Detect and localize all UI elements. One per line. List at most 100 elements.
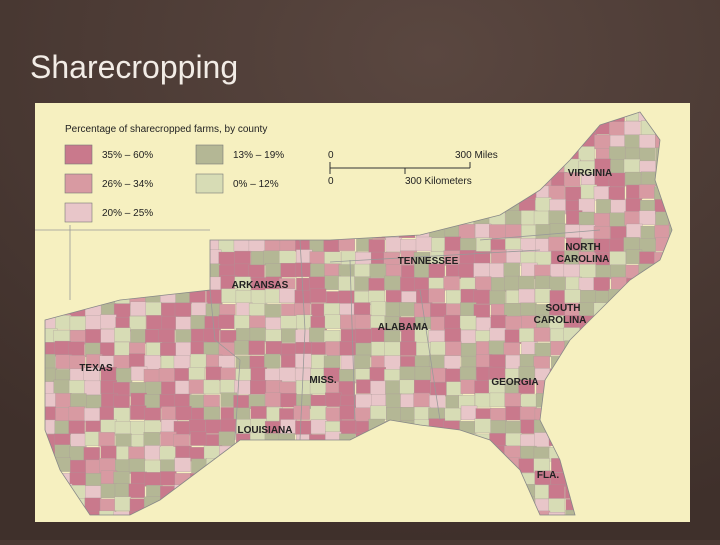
county	[114, 421, 132, 436]
county	[130, 405, 147, 420]
county	[505, 432, 523, 448]
county	[174, 457, 191, 472]
county	[279, 367, 296, 382]
county	[624, 171, 642, 187]
state-labels: VIRGINIA NORTH CAROLINA TENNESSEE ARKANS…	[79, 168, 612, 481]
county	[190, 353, 207, 369]
state-label: FLA.	[537, 470, 559, 481]
county	[248, 340, 265, 355]
county	[264, 392, 282, 407]
county	[325, 392, 342, 407]
state-label: CAROLINA	[557, 254, 610, 265]
county	[145, 381, 162, 396]
county	[430, 341, 447, 356]
county	[143, 432, 160, 447]
county	[459, 250, 476, 265]
county	[234, 263, 251, 279]
county	[189, 394, 206, 409]
county	[623, 158, 641, 174]
county	[68, 406, 86, 421]
slide-title: Sharecropping	[30, 49, 238, 85]
state-label: ARKANSAS	[232, 280, 289, 291]
county	[341, 251, 358, 266]
county	[369, 263, 386, 278]
region-outline	[44, 111, 673, 516]
county	[265, 380, 283, 395]
county	[114, 496, 131, 511]
county	[68, 420, 85, 435]
county	[533, 210, 551, 226]
county	[503, 262, 520, 277]
county	[474, 418, 491, 433]
county	[505, 315, 522, 331]
county	[563, 264, 581, 279]
county	[323, 355, 341, 370]
county	[263, 250, 280, 265]
county	[459, 315, 477, 330]
county	[548, 512, 565, 515]
county	[548, 236, 565, 252]
county	[98, 432, 115, 447]
county	[99, 406, 116, 422]
county	[368, 277, 385, 293]
county	[490, 314, 507, 330]
county	[428, 288, 445, 303]
county	[233, 395, 250, 410]
county	[113, 394, 130, 410]
state-label: TENNESSEE	[398, 256, 459, 267]
county	[518, 275, 535, 291]
county	[578, 277, 596, 292]
legend-label: 20% – 25%	[102, 208, 153, 219]
county	[608, 186, 625, 202]
county	[370, 405, 387, 420]
legend-label: 35% – 60%	[102, 150, 153, 161]
county	[159, 394, 176, 409]
county	[85, 329, 102, 344]
county	[610, 264, 627, 279]
county	[54, 340, 71, 356]
county	[279, 250, 296, 265]
county	[264, 304, 281, 319]
state-label: MISS.	[309, 375, 336, 386]
county	[594, 134, 611, 150]
county	[85, 315, 102, 330]
county	[161, 406, 178, 421]
county	[444, 236, 461, 251]
county	[489, 290, 506, 306]
county	[399, 366, 417, 381]
county	[311, 342, 328, 357]
county	[444, 314, 461, 330]
scale-label: 300 Miles	[455, 150, 498, 161]
county	[264, 288, 282, 304]
scale-label: 0	[328, 176, 334, 187]
county	[580, 290, 597, 305]
county	[353, 302, 371, 317]
county	[324, 314, 342, 329]
county	[370, 301, 388, 316]
county	[161, 315, 178, 331]
county	[248, 264, 265, 280]
state-label: CAROLINA	[534, 315, 587, 326]
county	[533, 356, 550, 371]
county	[384, 275, 401, 291]
scale-label: 0	[328, 150, 334, 161]
county	[69, 316, 87, 331]
county	[610, 199, 627, 215]
county	[188, 367, 205, 382]
county	[563, 172, 581, 187]
county	[623, 237, 640, 252]
county	[384, 341, 401, 357]
county	[218, 314, 235, 329]
county	[248, 303, 266, 318]
county	[638, 184, 656, 199]
county	[460, 329, 478, 345]
county	[579, 264, 596, 279]
county	[175, 329, 192, 344]
county	[145, 301, 162, 317]
county	[519, 406, 537, 421]
county	[338, 290, 355, 306]
county	[249, 327, 267, 342]
county	[385, 380, 402, 395]
county	[250, 367, 267, 382]
county	[474, 276, 492, 291]
